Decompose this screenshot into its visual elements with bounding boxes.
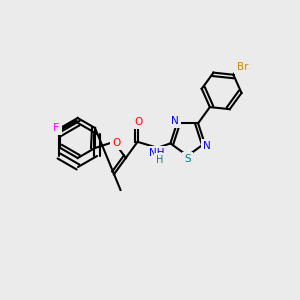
Text: S: S (184, 154, 191, 164)
Text: NH: NH (149, 148, 164, 158)
Text: H: H (156, 155, 163, 165)
Text: N: N (203, 141, 211, 152)
Text: F: F (53, 123, 59, 133)
Text: Br: Br (236, 61, 248, 72)
Text: O: O (134, 117, 143, 127)
Text: O: O (112, 138, 120, 148)
Text: N: N (171, 116, 179, 126)
